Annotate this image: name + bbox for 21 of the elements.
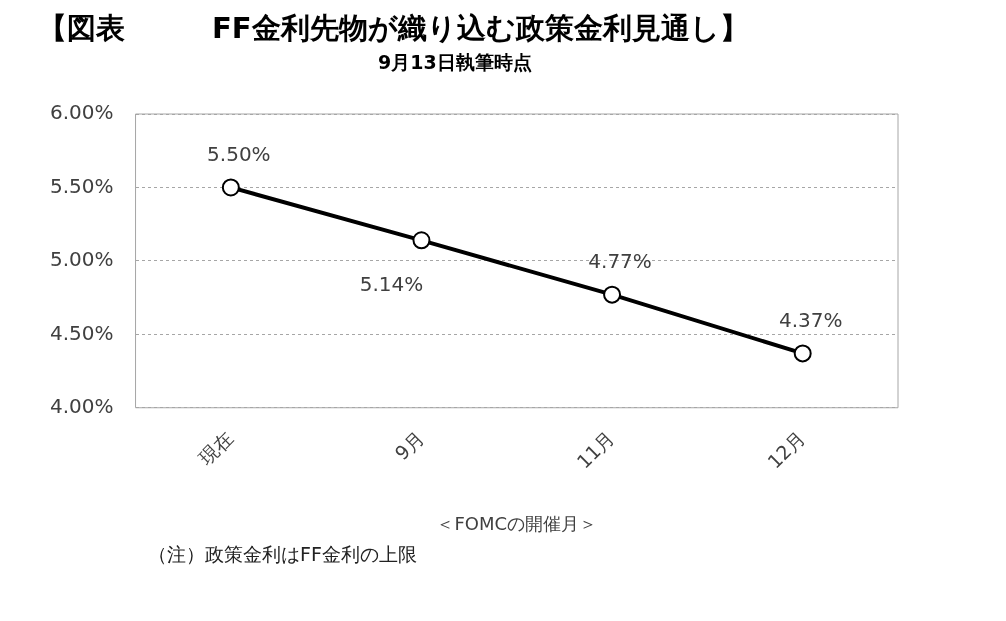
data-label: 4.77% xyxy=(588,248,652,273)
point xyxy=(793,344,812,363)
point xyxy=(412,231,431,250)
chart-title: 【図表 FF金利先物が織り込む政策金利見通し】 xyxy=(38,10,750,47)
y-tick-label: 6.00% xyxy=(49,100,114,125)
data-label: 5.14% xyxy=(359,271,424,296)
x-axis-title: ＜FOMCの開催月＞ xyxy=(436,512,598,534)
y-tick-label: 4.00% xyxy=(49,393,114,418)
data-label: 4.37% xyxy=(778,307,843,332)
x-tick-label: 9月 xyxy=(390,426,428,465)
text: （注）政策金利はFF金利の上限 xyxy=(148,542,418,567)
x-tick-label: 11月 xyxy=(572,426,619,473)
point xyxy=(603,285,622,304)
point xyxy=(221,178,240,197)
x-tick-label: 12月 xyxy=(762,426,810,473)
data-label: 5.50% xyxy=(207,141,271,166)
x-tick-label: 現在 xyxy=(194,426,238,469)
y-tick-label: 5.00% xyxy=(49,247,114,272)
y-tick-label: 4.50% xyxy=(49,320,114,345)
y-tick-label: 5.50% xyxy=(49,173,114,198)
chart-subtitle: 9月13日執筆時点 xyxy=(378,50,533,75)
